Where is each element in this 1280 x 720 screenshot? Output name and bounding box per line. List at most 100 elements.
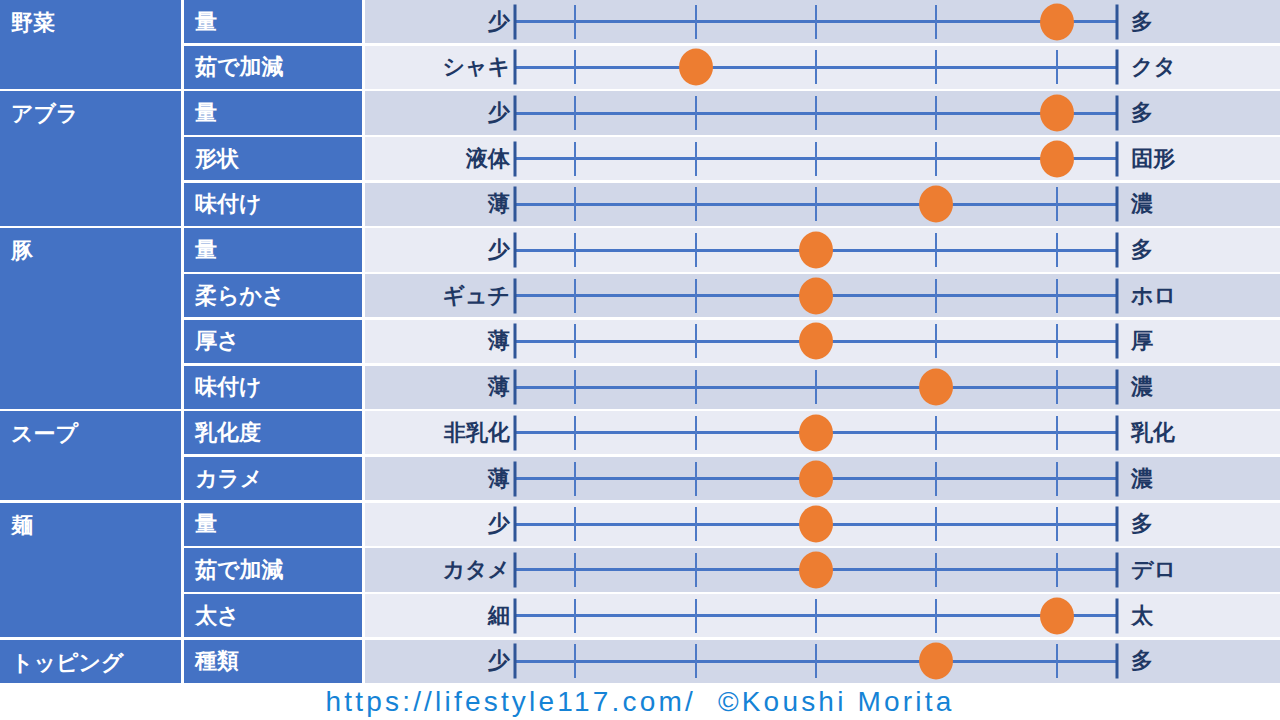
attribute-cell: 量	[184, 0, 362, 43]
scale-row: 少多	[365, 503, 1280, 546]
scale-track	[515, 137, 1117, 180]
rating-dot	[919, 643, 953, 680]
scale-row: シャキ クタ	[365, 46, 1280, 89]
scale-max-label: 多	[1131, 98, 1153, 128]
scale-min-label: 液体	[365, 144, 515, 174]
scale-end-tick	[514, 278, 517, 313]
rating-table: 野菜量少多茹で加減シャキクタアブラ量少多形状液体固形味付け薄濃豚量少多柔らかさギ…	[0, 0, 1280, 683]
scale-end-tick	[514, 415, 517, 450]
scale-end-tick	[514, 50, 517, 85]
attribute-cell: 乳化度	[184, 411, 362, 454]
scale-row: 薄濃	[365, 183, 1280, 226]
scale-tick	[574, 5, 576, 39]
scale-tick	[1056, 324, 1058, 358]
attribute-cell: 味付け	[184, 183, 362, 226]
scale-tick	[574, 507, 576, 541]
scale-tick	[695, 370, 697, 404]
scale-min-label: 薄	[365, 189, 515, 219]
scale-end-tick	[1116, 324, 1119, 359]
scale-tick	[935, 462, 937, 496]
scale-tick	[935, 5, 937, 39]
scale-track	[515, 320, 1117, 363]
scale-row: 液体 固形	[365, 137, 1280, 180]
scale-tick	[574, 644, 576, 678]
attribute-cell: 茹で加減	[184, 46, 362, 89]
scale-end-tick	[1116, 461, 1119, 496]
scale-tick	[815, 644, 817, 678]
category-cell: スープ	[0, 411, 181, 500]
category-cell: 豚	[0, 228, 181, 408]
scale-max-label: 濃	[1131, 189, 1153, 219]
scale-tick	[695, 599, 697, 633]
scale-tick	[935, 599, 937, 633]
scale-min-label: ギュチ	[365, 281, 515, 311]
scale-tick	[574, 50, 576, 84]
scale-max-label: 厚	[1131, 326, 1153, 356]
scale-tick	[935, 50, 937, 84]
scale-tick	[695, 279, 697, 313]
scale-end-tick	[1116, 50, 1119, 85]
rating-dot	[799, 460, 833, 497]
scale-max-label: 濃	[1131, 372, 1153, 402]
scale-track	[515, 457, 1117, 500]
scale-tick	[574, 462, 576, 496]
scale-end-tick	[1116, 187, 1119, 222]
rating-dot	[1040, 140, 1074, 177]
attribute-cell: 太さ	[184, 594, 362, 637]
attribute-cell: 量	[184, 503, 362, 546]
scale-tick	[695, 96, 697, 130]
scale-tick	[695, 644, 697, 678]
footer-credit: https://lifestyle117.com/ ©Koushi Morita	[0, 683, 1280, 720]
scale-tick	[574, 599, 576, 633]
scale-tick	[1056, 553, 1058, 587]
attribute-cell: 柔らかさ	[184, 274, 362, 317]
scale-end-tick	[1116, 598, 1119, 633]
scale-min-label: 薄	[365, 464, 515, 494]
scale-track	[515, 183, 1117, 226]
scale-tick	[1056, 187, 1058, 221]
scale-end-tick	[1116, 141, 1119, 176]
scale-max-label: 多	[1131, 509, 1153, 539]
scale-tick	[574, 96, 576, 130]
attribute-cell: 種類	[184, 640, 362, 683]
scale-min-label: 少	[365, 646, 515, 676]
scale-tick	[695, 553, 697, 587]
scale-tick	[695, 416, 697, 450]
scale-tick	[935, 324, 937, 358]
rating-dot	[1040, 597, 1074, 634]
rating-dot	[799, 232, 833, 269]
rating-dot	[799, 323, 833, 360]
scale-tick	[695, 187, 697, 221]
scale-tick	[935, 142, 937, 176]
scale-max-label: 固形	[1131, 144, 1175, 174]
attribute-cell: 茹で加減	[184, 548, 362, 591]
scale-tick	[815, 370, 817, 404]
scale-tick	[815, 50, 817, 84]
scale-min-label: シャキ	[365, 52, 515, 82]
scale-tick	[1056, 644, 1058, 678]
scale-track	[515, 548, 1117, 591]
scale-end-tick	[514, 233, 517, 268]
scale-track	[515, 503, 1117, 546]
scale-max-label: クタ	[1131, 52, 1176, 82]
scale-tick	[695, 324, 697, 358]
scale-row: 薄厚	[365, 320, 1280, 363]
rating-dot	[799, 551, 833, 588]
scale-tick	[1056, 50, 1058, 84]
rating-dot	[679, 49, 713, 86]
scale-tick	[815, 187, 817, 221]
scale-tick	[1056, 416, 1058, 450]
scale-row: ギュチホロ	[365, 274, 1280, 317]
scale-track	[515, 594, 1117, 637]
scale-tick	[695, 142, 697, 176]
attribute-cell: カラメ	[184, 457, 362, 500]
scale-max-label: デロ	[1131, 555, 1176, 585]
scale-end-tick	[514, 141, 517, 176]
scale-tick	[1056, 233, 1058, 267]
scale-min-label: 薄	[365, 326, 515, 356]
scale-track	[515, 91, 1117, 134]
scale-min-label: 細	[365, 601, 515, 631]
scale-tick	[815, 96, 817, 130]
attribute-cell: 形状	[184, 137, 362, 180]
scale-end-tick	[514, 507, 517, 542]
